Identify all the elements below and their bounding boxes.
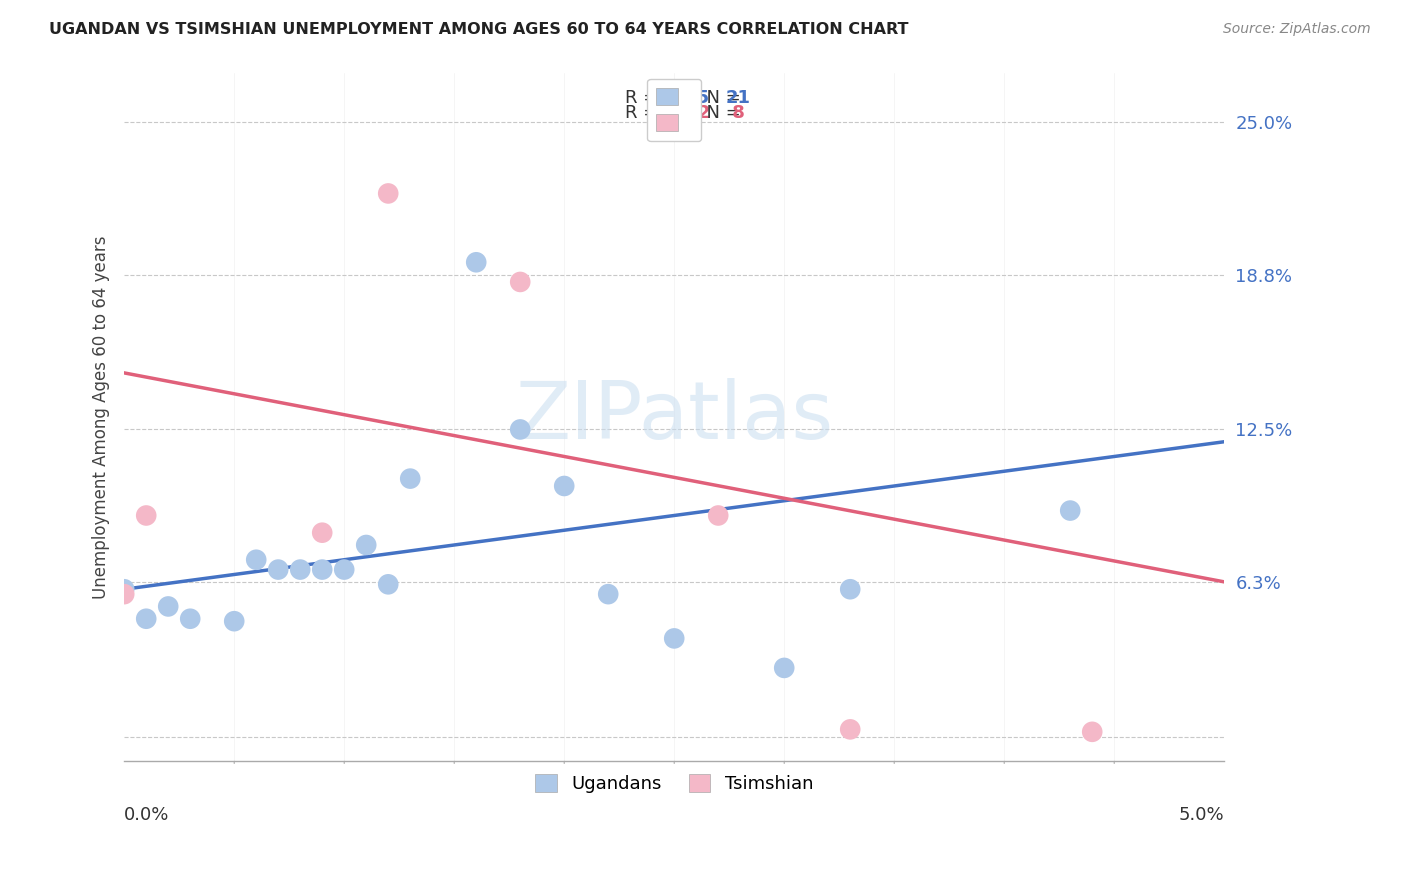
Point [377,577,399,591]
Point [245,553,267,567]
Point [135,508,157,523]
Point [839,582,862,597]
Text: UGANDAN VS TSIMSHIAN UNEMPLOYMENT AMONG AGES 60 TO 64 YEARS CORRELATION CHART: UGANDAN VS TSIMSHIAN UNEMPLOYMENT AMONG … [49,22,908,37]
Text: 5.0%: 5.0% [1178,805,1225,823]
Point [267,563,290,577]
Text: N =: N = [695,104,747,122]
Text: ZIPatlas: ZIPatlas [515,378,834,456]
Point [354,538,377,552]
Point [399,472,422,486]
Text: R =: R = [624,89,664,107]
Point [290,563,312,577]
Point [311,525,333,540]
Text: Source: ZipAtlas.com: Source: ZipAtlas.com [1223,22,1371,37]
Point [112,582,135,597]
Point [664,632,686,646]
Text: 0.0%: 0.0% [124,805,170,823]
Text: 21: 21 [725,89,751,107]
Text: R =: R = [624,104,664,122]
Text: 0.295: 0.295 [645,89,709,107]
Point [135,612,157,626]
Text: N =: N = [695,89,747,107]
Point [465,255,488,269]
Point [707,508,730,523]
Point [509,422,531,436]
Point [333,563,356,577]
Legend: Ugandans, Tsimshian: Ugandans, Tsimshian [527,767,821,800]
Point [509,275,531,289]
Text: 8: 8 [725,104,745,122]
Point [179,612,201,626]
Point [773,661,796,675]
Point [553,479,575,493]
Point [377,186,399,201]
Y-axis label: Unemployment Among Ages 60 to 64 years: Unemployment Among Ages 60 to 64 years [93,235,110,599]
Point [112,587,135,601]
Point [598,587,620,601]
Point [311,563,333,577]
Text: -0.292: -0.292 [645,104,710,122]
Point [1081,724,1104,739]
Point [839,723,862,737]
Point [157,599,180,614]
Point [1059,503,1081,517]
Point [224,614,246,628]
